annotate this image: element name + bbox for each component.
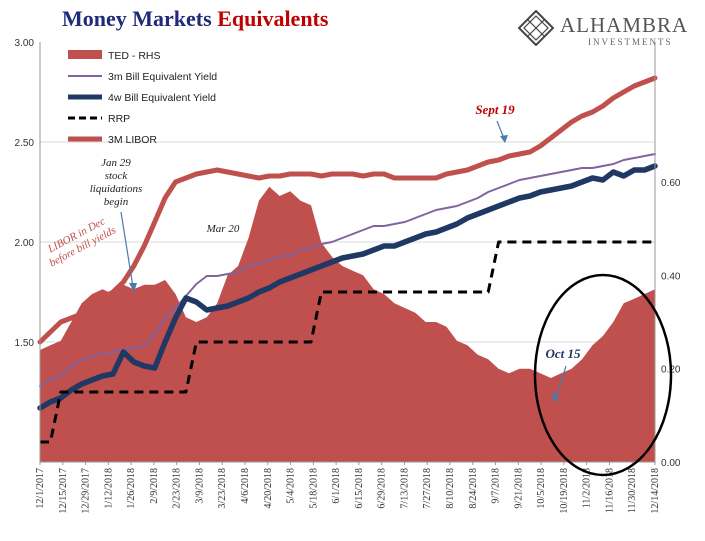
x-tick-label: 6/1/2018	[331, 468, 342, 504]
x-tick-label: 11/16/2018	[604, 468, 615, 513]
left-tick-label: 1.50	[15, 338, 35, 349]
legend-label: RRP	[108, 113, 130, 125]
x-tick-label: 3/9/2018	[194, 468, 205, 504]
4w-bill-equivalent-yield-line	[37, 163, 658, 411]
left-tick-label: 2.00	[15, 238, 35, 249]
x-tick-label: 7/27/2018	[422, 468, 433, 509]
x-tick-label: 4/6/2018	[240, 468, 251, 504]
arrow-head	[500, 135, 508, 143]
alhambra-diamond-icon	[518, 10, 554, 46]
arrow-head	[129, 283, 137, 292]
x-tick-label: 1/26/2018	[126, 468, 137, 509]
3m-bill-equivalent-yield-line	[39, 153, 656, 387]
x-tick-label: 12/15/2017	[58, 468, 69, 514]
right-tick-label: 0.40	[661, 271, 681, 282]
x-tick-label: 12/1/2017	[35, 468, 46, 509]
x-tick-label: 5/18/2018	[308, 468, 319, 509]
x-tick-label: 6/29/2018	[377, 468, 388, 509]
arrow-jan-29	[120, 211, 134, 288]
x-tick-label: 2/9/2018	[149, 468, 160, 504]
x-tick-label: 5/4/2018	[286, 468, 297, 504]
arrow-head	[551, 394, 559, 403]
x-tick-label: 10/5/2018	[536, 468, 547, 509]
x-tick-label: 8/24/2018	[468, 468, 479, 509]
chart-title: Money Markets Equivalents	[62, 6, 328, 32]
x-tick-label: 12/29/2017	[81, 468, 92, 514]
chart-title-part2: Equivalents	[217, 6, 329, 31]
chart-title-part1: Money Markets	[62, 6, 212, 31]
x-tick-label: 1/12/2018	[103, 468, 114, 509]
highlight-ellipse	[533, 273, 673, 477]
legend-label: 3m Bill Equivalent Yield	[108, 71, 217, 83]
annotation-jan-29: Jan 29 stock liquidations begin	[90, 157, 143, 208]
x-tick-label: 8/10/2018	[445, 468, 456, 509]
legend-label: 3M LIBOR	[108, 134, 157, 146]
logo-sub: INVESTMENTS	[588, 37, 673, 47]
right-tick-label: 0.00	[661, 458, 681, 469]
x-tick-label: 9/21/2018	[513, 468, 524, 509]
x-tick-label: 6/15/2018	[354, 468, 365, 509]
annotation-libor-dec: LIBOR in Decbefore bill yields	[41, 213, 118, 270]
x-tick-label: 9/7/2018	[491, 468, 502, 504]
x-tick-label: 11/30/2018	[627, 468, 638, 513]
x-tick-label: 3/23/2018	[217, 468, 228, 509]
annotation-oct-15: Oct 15	[545, 346, 581, 361]
rrp-line	[40, 240, 655, 444]
x-tick-label: 4/20/2018	[263, 468, 274, 509]
x-tick-label: 10/19/2018	[559, 468, 570, 514]
legend: TED - RHS 3m Bill Equivalent Yield 4w Bill…	[68, 50, 217, 146]
x-tick-label: 2/23/2018	[172, 468, 183, 509]
legend-label: TED - RHS	[108, 50, 161, 62]
arrow-oct-15	[555, 365, 567, 399]
left-tick-label: 3.00	[15, 38, 35, 49]
logo-name: ALHAMBRA	[560, 13, 689, 37]
annotation-mar-20: Mar 20	[206, 223, 240, 235]
right-tick-label: 0.60	[661, 178, 681, 189]
x-tick-label: 11/2/2018	[582, 468, 593, 508]
x-tick-label: 12/14/2018	[650, 468, 661, 514]
x-tick-label: 7/13/2018	[399, 468, 410, 509]
left-tick-label: 2.50	[15, 138, 35, 149]
legend-swatch	[68, 50, 102, 59]
3m-libor-line	[37, 75, 658, 345]
annotation-sept-19: Sept 19	[475, 102, 515, 117]
ted-rhs-area	[40, 186, 655, 462]
legend-label: 4w Bill Equivalent Yield	[108, 92, 216, 104]
